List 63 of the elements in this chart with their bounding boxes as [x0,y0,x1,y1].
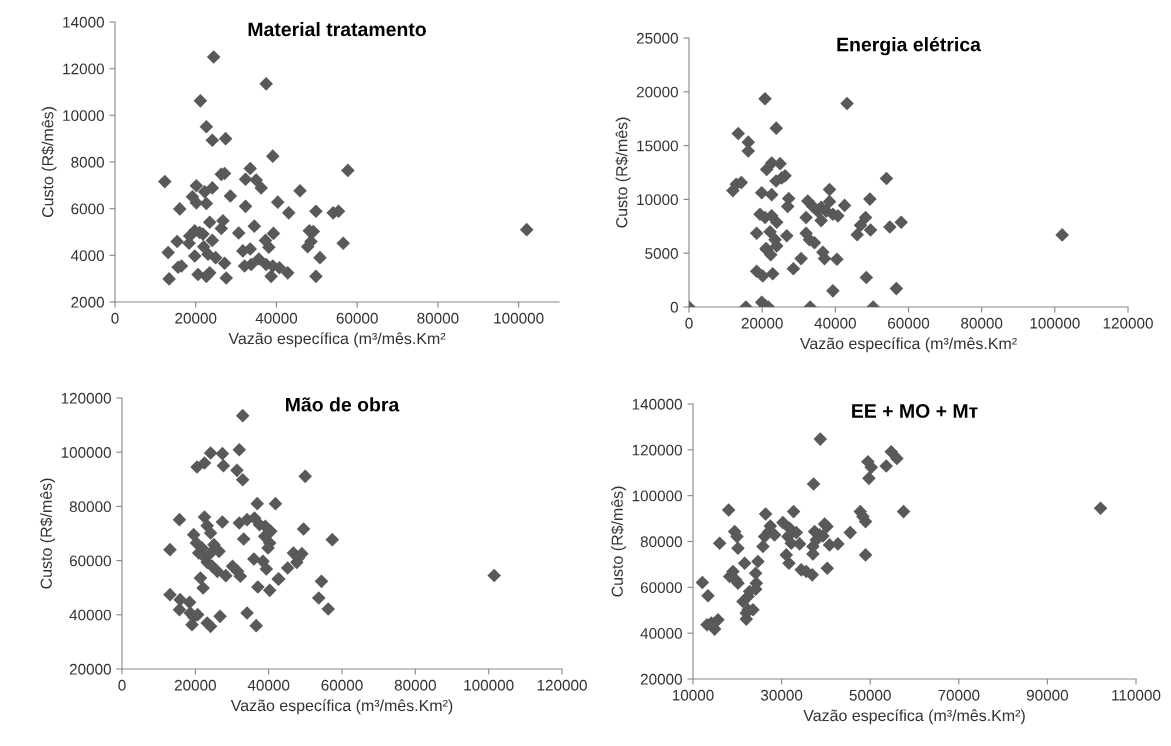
x-tick-label: 120000 [1103,317,1153,329]
x-tick-label: 40000 [814,317,856,329]
chart-title: EE + MO + Mᴛ [852,404,978,418]
x-tick-label: 80000 [394,679,436,691]
x-tick-label: 110000 [1112,689,1161,701]
x-tick-label: 100000 [1030,317,1080,329]
x-tick-label: 80000 [417,312,459,324]
x-axis-title: Vazão específica (m³/mês.Km² [228,332,446,348]
y-tick-label: 8000 [71,156,104,168]
y-tick-label: 20000 [636,86,678,98]
y-tick-label: 14000 [63,16,104,28]
x-tick-label: 50000 [849,689,891,701]
chart-title: Mão de obra [286,397,400,412]
y-axis-title: Custo (R$/mês) [41,107,57,218]
y-tick-label: 15000 [637,140,678,152]
x-tick-label: 90000 [1026,689,1069,701]
y-tick-label: 4000 [70,250,104,262]
x-tick-label: 40000 [255,312,298,324]
x-tick-label: 0 [111,312,119,324]
x-tick-label: 100000 [494,312,544,324]
x-axis-title: Vazão específica (m³/mês.Km²) [803,709,1025,725]
y-tick-label: 10000 [637,194,678,206]
y-tick-label: 5000 [645,248,678,259]
y-tick-label: 6000 [71,203,104,215]
y-tick-label: 12000 [63,63,104,75]
y-tick-label: 40000 [69,609,111,621]
y-tick-label: 60000 [69,555,111,567]
y-tick-label: 120000 [61,392,111,404]
x-tick-label: 30000 [760,689,803,701]
x-tick-label: 60000 [321,679,363,691]
y-tick-label: 0 [670,301,678,313]
y-tick-label: 80000 [69,501,111,513]
x-tick-label: 10000 [672,689,714,701]
y-tick-label: 40000 [640,628,682,639]
x-axis-title: Vazão específica (m³/mês.Km²) [230,699,453,715]
chart-title: Material tratamento [248,21,426,37]
x-tick-label: 20000 [741,317,783,329]
x-tick-label: 0 [685,317,693,329]
x-tick-label: 20000 [174,679,216,691]
x-tick-label: 0 [118,679,126,691]
x-tick-label: 60000 [336,312,378,324]
x-tick-label: 80000 [961,317,1003,329]
y-tick-label: 100000 [61,447,111,458]
x-tick-label: 120000 [537,679,587,691]
y-tick-label: 100000 [632,490,682,502]
y-axis-title: Custo (R$/mês) [610,486,627,597]
y-tick-label: 60000 [640,582,682,594]
x-tick-label: 60000 [888,317,930,329]
x-axis-title: Vazão específica (m³/mês.Km² [799,337,1017,353]
y-tick-label: 120000 [632,444,682,456]
y-tick-label: 80000 [640,536,682,548]
x-tick-label: 20000 [175,312,217,324]
y-tick-label: 2000 [71,296,104,308]
y-tick-label: 140000 [632,398,682,410]
x-tick-label: 70000 [938,689,980,701]
y-tick-label: 25000 [636,32,678,44]
chart-title: Energia elétrica [837,36,982,56]
x-tick-label: 100000 [464,679,514,691]
y-tick-label: 20000 [69,663,111,675]
y-axis-title: Custo (R$/mês) [615,117,631,228]
y-tick-label: 10000 [63,110,104,122]
x-tick-label: 40000 [247,679,290,691]
y-axis-title: Custo (R$/mês) [39,478,56,589]
